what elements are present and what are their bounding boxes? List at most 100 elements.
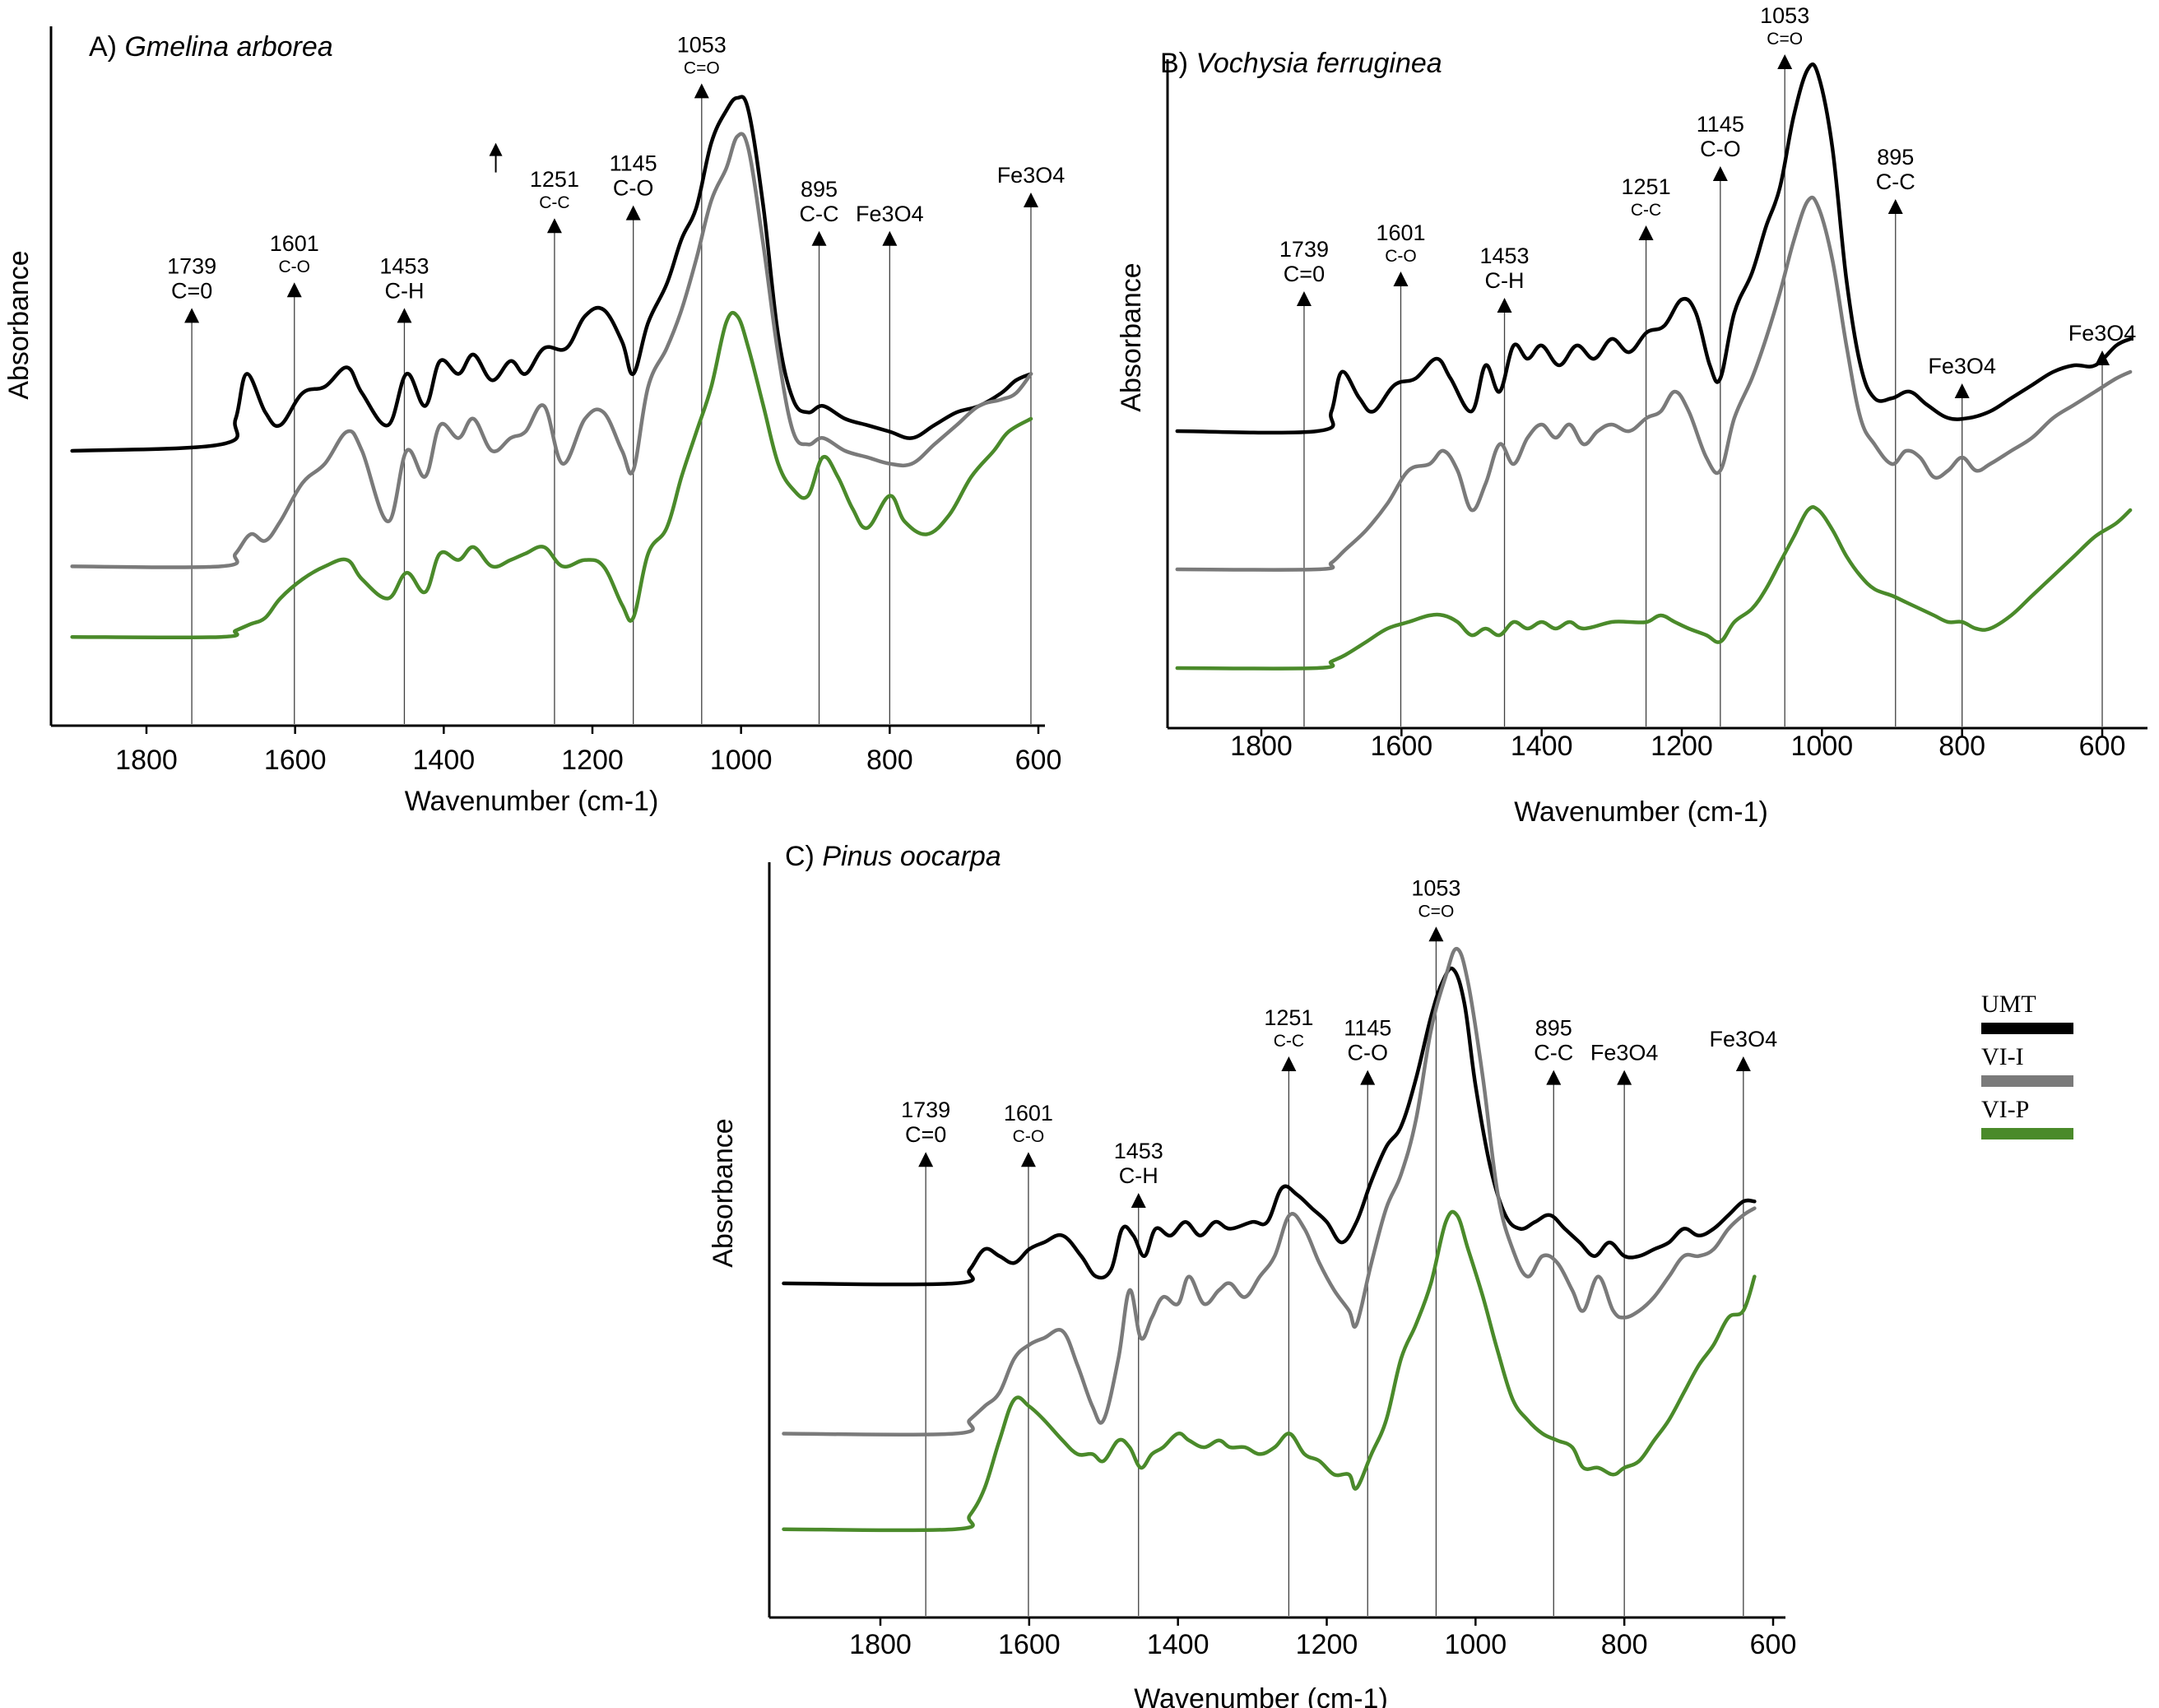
peak-label-fe3o4: Fe3O4 xyxy=(1928,354,1996,378)
peak-bond-label: C=O xyxy=(1767,30,1803,49)
peak-arrow xyxy=(286,282,302,298)
peak-wavenumber-label: 1601 xyxy=(270,231,319,256)
peak-arrow xyxy=(1735,1056,1751,1071)
peak-arrow xyxy=(1020,1152,1036,1167)
legend: UMT VI-I VI-P xyxy=(1981,991,2073,1139)
peak-bond-label: C-C xyxy=(1534,1041,1573,1065)
title-space xyxy=(117,31,124,63)
peak-wavenumber-label: 1453 xyxy=(379,253,429,278)
peak-label-fe3o4: Fe3O4 xyxy=(997,163,1066,188)
species-name: Vochysia ferruginea xyxy=(1196,48,1442,79)
peak-wavenumber-label: 1053 xyxy=(1411,875,1460,900)
title-space xyxy=(815,841,822,872)
legend-swatch xyxy=(1981,1023,2073,1034)
peak-arrow xyxy=(1954,383,1970,398)
peak-bond-label: C-C xyxy=(539,193,569,212)
x-tick-label: 1200 xyxy=(561,745,624,776)
series-vi-i xyxy=(70,132,1033,569)
x-tick-label: 800 xyxy=(1938,731,1985,762)
peak-wavenumber-label: 1739 xyxy=(1279,237,1329,262)
peak-bond-label: C-O xyxy=(1347,1041,1388,1065)
y-axis-label: Absorbance xyxy=(1116,262,1147,411)
peak-wavenumber-label: 1739 xyxy=(901,1098,950,1122)
panel-letter: B) xyxy=(1160,48,1188,79)
peak-arrow xyxy=(1360,1070,1376,1085)
peak-wavenumber-label: 1145 xyxy=(1697,112,1744,137)
peak-arrow xyxy=(1428,926,1444,942)
panel-a-gmelina-arborea: 1800 1600 1400 1200 1000 800 600 A) Gmelina arb… xyxy=(3,26,1065,817)
x-tick-label: 1800 xyxy=(849,1629,912,1660)
x-tick-label: 1600 xyxy=(998,1629,1061,1660)
legend-label: VI-I xyxy=(1981,1043,2024,1070)
peak-bond-label: C-O xyxy=(1013,1127,1045,1146)
species-name: Pinus oocarpa xyxy=(822,841,1001,872)
y-axis-label: Absorbance xyxy=(708,1118,739,1267)
x-tick-label: 1400 xyxy=(1511,731,1573,762)
y-axis-label: Absorbance xyxy=(3,250,35,399)
peak-wavenumber-label: 1251 xyxy=(1264,1005,1313,1030)
peak-arrow xyxy=(918,1152,934,1167)
peak-arrow xyxy=(1887,199,1903,214)
x-tick-label: 1200 xyxy=(1651,731,1713,762)
peak-bond-label: C=0 xyxy=(1284,262,1325,286)
x-tick-label: 800 xyxy=(866,745,913,776)
legend-label: UMT xyxy=(1981,991,2036,1018)
peak-label-fe3o4: Fe3O4 xyxy=(1590,1041,1659,1065)
peak-bond-label: C-C xyxy=(1876,169,1915,194)
x-tick-label: 1400 xyxy=(413,745,476,776)
peak-wavenumber-label: 1251 xyxy=(530,167,579,192)
stray-arrow xyxy=(489,142,503,156)
peak-bond-label: C-H xyxy=(384,278,424,303)
peak-wavenumber-label: 895 xyxy=(801,177,838,202)
x-tick-label: 1600 xyxy=(1371,731,1433,762)
peak-wavenumber-label: 1453 xyxy=(1479,244,1529,268)
series-umt xyxy=(782,966,1757,1287)
x-tick-label: 600 xyxy=(1015,745,1062,776)
series-vi-i xyxy=(1175,195,2133,572)
panel-letter: A) xyxy=(89,31,117,63)
title-space xyxy=(1188,48,1196,79)
peak-bond-label: C=O xyxy=(684,58,720,77)
series-vi-p xyxy=(782,1209,1757,1533)
peak-bond-label: C=0 xyxy=(905,1122,946,1147)
legend-swatch xyxy=(1981,1075,2073,1087)
panel-c-pinus-oocarpa: 1800 1600 1400 1200 1000 800 600 C) Pinus oocar… xyxy=(708,841,1796,1708)
x-tick-label: 800 xyxy=(1601,1629,1648,1660)
x-tick-label: 1800 xyxy=(115,745,178,776)
peak-label-fe3o4: Fe3O4 xyxy=(1710,1027,1778,1051)
peak-wavenumber-label: 1053 xyxy=(1760,3,1809,28)
x-tick-label: 1800 xyxy=(1230,731,1293,762)
series-umt xyxy=(70,95,1033,453)
peak-arrow xyxy=(1546,1070,1562,1085)
peak-bond-label: C=0 xyxy=(171,278,212,303)
peak-bond-label: C-C xyxy=(800,202,839,226)
peak-wavenumber-label: 1251 xyxy=(1622,174,1671,199)
x-tick-label: 1200 xyxy=(1296,1629,1358,1660)
x-tick-label: 1000 xyxy=(710,745,773,776)
peak-arrow xyxy=(1296,291,1312,306)
panel-title: A) Gmelina arborea xyxy=(89,31,333,63)
peak-wavenumber-label: 1739 xyxy=(167,253,216,278)
peak-wavenumber-label: 895 xyxy=(1535,1016,1572,1041)
peak-label-fe3o4: Fe3O4 xyxy=(856,202,924,226)
peak-wavenumber-label: 1453 xyxy=(1114,1139,1163,1163)
peak-bond-label: C-O xyxy=(1385,247,1417,266)
peak-wavenumber-label: 1053 xyxy=(677,32,727,57)
peak-bond-label: C-H xyxy=(1119,1163,1158,1188)
legend-label: VI-P xyxy=(1981,1096,2029,1123)
peak-arrow xyxy=(1638,225,1654,240)
panel-b-vochysia-ferruginea: 1800 1600 1400 1200 1000 800 600 B) Vochysia fe… xyxy=(1116,3,2147,828)
peak-arrow xyxy=(1777,54,1793,69)
peak-arrow xyxy=(1281,1056,1297,1071)
peak-arrow xyxy=(1617,1070,1632,1085)
x-tick-label: 1600 xyxy=(264,745,327,776)
x-tick-label: 1400 xyxy=(1147,1629,1210,1660)
peak-bond-label: C=O xyxy=(1418,902,1455,921)
peak-wavenumber-label: 1601 xyxy=(1004,1101,1053,1126)
x-axis-label: Wavenumber (cm-1) xyxy=(405,786,659,817)
peak-arrow xyxy=(1497,298,1512,313)
series-vi-i xyxy=(782,946,1757,1437)
peak-arrow xyxy=(1712,166,1728,181)
x-tick-label: 1000 xyxy=(1791,731,1854,762)
